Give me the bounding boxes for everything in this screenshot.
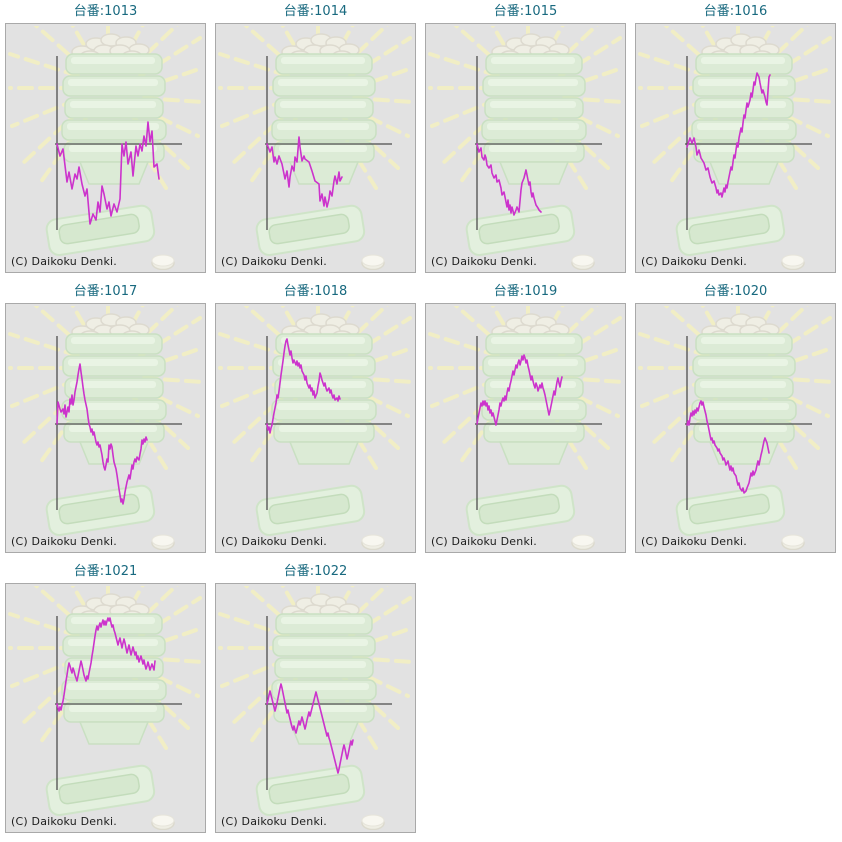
machine-title: 台番:1016 — [703, 4, 768, 19]
series-line — [476, 143, 542, 216]
machine-title: 台番:1022 — [283, 564, 348, 579]
copyright-label: (C) Daikoku Denki. — [221, 535, 327, 548]
slump-graph — [218, 586, 413, 830]
series-line — [476, 354, 563, 426]
chart-frame: (C) Daikoku Denki. — [425, 23, 626, 273]
machine-title: 台番:1013 — [73, 4, 138, 19]
machine-panel[interactable]: 台番:1015 (C) Daikoku Denki. — [421, 1, 631, 281]
slump-graph — [428, 26, 623, 270]
machine-title: 台番:1017 — [73, 284, 138, 299]
machine-panel[interactable]: 台番:1021 (C) Daikoku Denki. — [1, 561, 211, 841]
daikoku-watermark — [218, 586, 413, 830]
slump-graph — [638, 306, 833, 550]
series-line — [686, 72, 771, 198]
machine-panel[interactable]: 台番:1019 (C) Daikoku Denki. — [421, 281, 631, 561]
slump-graph — [8, 306, 203, 550]
series-line — [56, 121, 160, 225]
daikoku-watermark — [218, 306, 413, 550]
machine-panel[interactable]: 台番:1013 (C) Daikoku Denki. — [1, 1, 211, 281]
chart-frame: (C) Daikoku Denki. — [5, 583, 206, 833]
machine-panel[interactable]: 台番:1016 (C) Daikoku Denki. — [631, 1, 841, 281]
machine-panel[interactable]: 台番:1020 (C) Daikoku Denki. — [631, 281, 841, 561]
chart-frame: (C) Daikoku Denki. — [5, 23, 206, 273]
copyright-label: (C) Daikoku Denki. — [641, 535, 747, 548]
machine-panel[interactable]: 台番:1017 (C) Daikoku Denki. — [1, 281, 211, 561]
series-line — [56, 617, 156, 712]
series-line — [266, 338, 341, 434]
copyright-label: (C) Daikoku Denki. — [11, 815, 117, 828]
slump-graph — [8, 586, 203, 830]
copyright-label: (C) Daikoku Denki. — [221, 815, 327, 828]
slump-graph — [218, 306, 413, 550]
copyright-label: (C) Daikoku Denki. — [11, 255, 117, 268]
slump-graph — [638, 26, 833, 270]
chart-frame: (C) Daikoku Denki. — [635, 23, 836, 273]
chart-frame: (C) Daikoku Denki. — [635, 303, 836, 553]
chart-frame: (C) Daikoku Denki. — [5, 303, 206, 553]
machine-panel[interactable]: 台番:1018 (C) Daikoku Denki. — [211, 281, 421, 561]
chart-frame: (C) Daikoku Denki. — [215, 583, 416, 833]
copyright-label: (C) Daikoku Denki. — [221, 255, 327, 268]
series-line — [686, 400, 770, 494]
copyright-label: (C) Daikoku Denki. — [11, 535, 117, 548]
machine-title: 台番:1019 — [493, 284, 558, 299]
chart-frame: (C) Daikoku Denki. — [215, 303, 416, 553]
series-line — [56, 363, 148, 505]
slump-graph — [218, 26, 413, 270]
machine-title: 台番:1020 — [703, 284, 768, 299]
daikoku-watermark — [428, 306, 623, 550]
machine-title: 台番:1014 — [283, 4, 348, 19]
copyright-label: (C) Daikoku Denki. — [431, 535, 537, 548]
copyright-label: (C) Daikoku Denki. — [641, 255, 747, 268]
chart-frame: (C) Daikoku Denki. — [215, 23, 416, 273]
machine-panel[interactable]: 台番:1022 (C) Daikoku Denki. — [211, 561, 421, 841]
series-line — [266, 683, 354, 774]
copyright-label: (C) Daikoku Denki. — [431, 255, 537, 268]
slump-graph — [428, 306, 623, 550]
daikoku-watermark — [428, 26, 623, 270]
chart-frame: (C) Daikoku Denki. — [425, 303, 626, 553]
daikoku-watermark — [8, 26, 203, 270]
series-line — [266, 136, 343, 208]
machine-title: 台番:1018 — [283, 284, 348, 299]
daikoku-watermark — [8, 306, 203, 550]
machine-title: 台番:1015 — [493, 4, 558, 19]
daikoku-watermark — [218, 26, 413, 270]
slump-graph — [8, 26, 203, 270]
machine-title: 台番:1021 — [73, 564, 138, 579]
machine-panel[interactable]: 台番:1014 (C) Daikoku Denki. — [211, 1, 421, 281]
daikoku-watermark — [638, 306, 833, 550]
